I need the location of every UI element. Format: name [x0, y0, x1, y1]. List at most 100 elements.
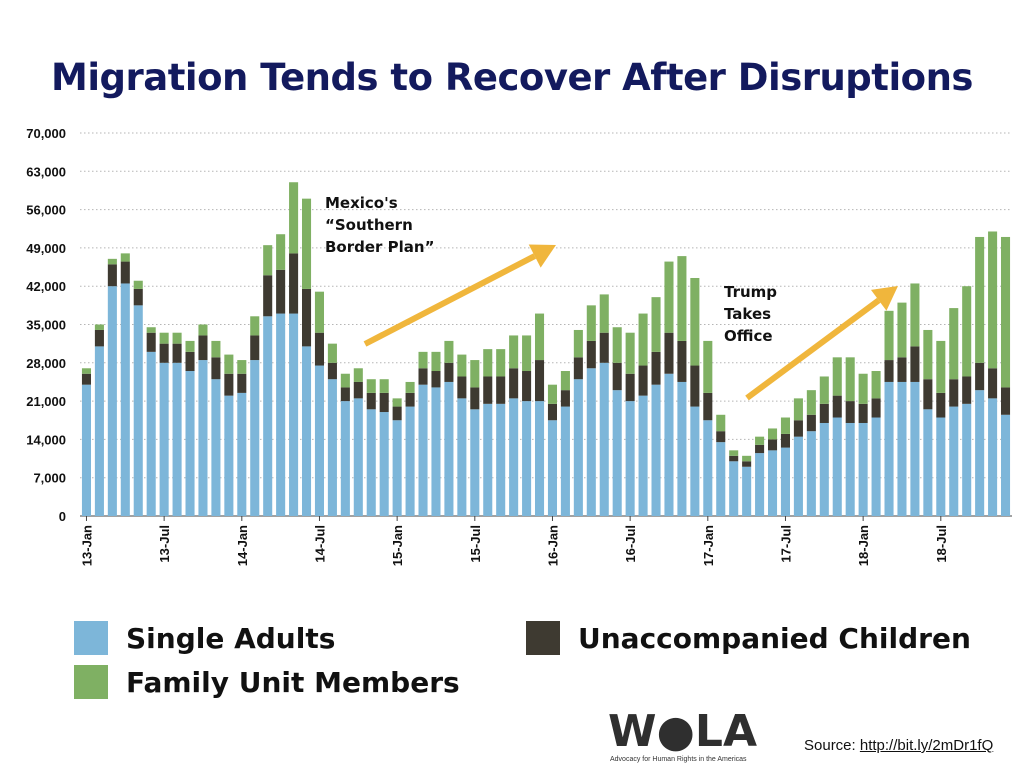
bar-single-adults: [276, 313, 286, 516]
annotation: Trump Takes Office: [724, 283, 777, 345]
bar-unaccompanied-children: [237, 373, 247, 393]
bar-single-adults: [327, 379, 337, 516]
wola-logo-subtitle: Advocacy for Human Rights in the America…: [610, 756, 747, 763]
bar-single-adults: [832, 417, 842, 516]
bar-family-units: [793, 398, 803, 421]
bar-family-units: [405, 381, 415, 393]
legend-swatch-unaccompanied-children: [526, 621, 560, 655]
bar-single-adults: [638, 395, 648, 516]
bar-unaccompanied-children: [379, 392, 389, 413]
bar-family-units: [949, 308, 959, 380]
bar-unaccompanied-children: [638, 365, 648, 396]
bar-unaccompanied-children: [198, 335, 208, 361]
y-tick-label: 56,000: [26, 203, 66, 218]
bar-family-units: [832, 357, 842, 396]
bar-family-units: [586, 305, 596, 341]
bar-family-units: [185, 340, 195, 352]
bar-single-adults: [237, 392, 247, 516]
bar-unaccompanied-children: [94, 329, 104, 347]
bar-single-adults: [716, 442, 726, 516]
bar-unaccompanied-children: [340, 387, 350, 402]
bar-single-adults: [263, 316, 273, 516]
bar-single-adults: [94, 346, 104, 516]
bar-unaccompanied-children: [431, 371, 441, 388]
bar-family-units: [599, 294, 609, 333]
bar-single-adults: [612, 390, 622, 516]
bar-single-adults: [522, 401, 532, 516]
bar-single-adults: [146, 351, 156, 516]
bar-family-units: [133, 280, 143, 289]
bar-unaccompanied-children: [81, 373, 92, 385]
bar-single-adults: [250, 360, 260, 516]
legend-single-adults: Single Adults: [74, 621, 335, 655]
bar-family-units: [716, 414, 726, 432]
wola-logo: W●LA Advocacy for Human Rights in the Am…: [608, 706, 757, 763]
bar-family-units: [677, 256, 687, 341]
source-note: Source: http://bit.ly/2mDr1fQ: [804, 737, 993, 754]
arrow-head: [870, 286, 898, 311]
bar-unaccompanied-children: [651, 351, 661, 385]
bar-single-adults: [353, 398, 363, 516]
bar-unaccompanied-children: [599, 332, 609, 363]
chart-title: Migration Tends to Recover After Disrupt…: [51, 56, 973, 99]
x-tick-label: 15-Jul: [468, 525, 483, 563]
bar-unaccompanied-children: [509, 368, 519, 399]
legend-unaccompanied-children: Unaccompanied Children: [526, 621, 971, 655]
bar-unaccompanied-children: [250, 335, 260, 361]
bar-unaccompanied-children: [780, 433, 791, 448]
bar-family-units: [897, 302, 907, 358]
bar-single-adults: [962, 403, 972, 516]
bar-family-units: [936, 340, 946, 393]
bar-single-adults: [211, 379, 221, 516]
bar-family-units: [211, 340, 221, 358]
bar-unaccompanied-children: [211, 357, 221, 380]
bar-family-units: [81, 368, 92, 374]
bar-single-adults: [897, 381, 907, 516]
bar-family-units: [444, 340, 454, 363]
bar-unaccompanied-children: [496, 376, 506, 404]
y-tick-label: 63,000: [26, 164, 66, 179]
bar-family-units: [547, 384, 558, 404]
bar-single-adults: [107, 286, 117, 516]
bar-unaccompanied-children: [263, 275, 273, 317]
source-link[interactable]: http://bit.ly/2mDr1fQ: [859, 737, 994, 754]
bar-family-units: [703, 340, 713, 393]
bar-family-units: [159, 332, 169, 344]
bar-single-adults: [703, 420, 713, 516]
legend-label-family-units: Family Unit Members: [126, 665, 460, 699]
y-tick-label: 0: [59, 509, 66, 524]
bar-unaccompanied-children: [677, 340, 687, 382]
annotation-line: Border Plan”: [325, 238, 434, 256]
bar-unaccompanied-children: [819, 403, 829, 423]
bar-unaccompanied-children: [742, 461, 752, 467]
bar-single-adults: [340, 401, 350, 516]
bar-single-adults: [431, 387, 441, 516]
bar-single-adults: [975, 390, 985, 516]
trend-arrows: [363, 244, 898, 401]
bar-unaccompanied-children: [366, 392, 376, 410]
bar-unaccompanied-children: [146, 332, 156, 352]
gridlines: [80, 132, 1012, 517]
bar-family-units: [975, 236, 985, 363]
stacked-bar-chart: 70,000 63,000 56,000 49,000 42,000 35,000 28,0…: [26, 126, 1012, 566]
bar-single-adults: [392, 420, 402, 516]
x-tick-label: 18-Jul: [934, 525, 949, 563]
bar-single-adults: [470, 409, 480, 516]
bar-single-adults: [936, 417, 946, 516]
bar-family-units: [431, 351, 441, 372]
bar-unaccompanied-children: [522, 371, 532, 402]
legend-label-unaccompanied-children: Unaccompanied Children: [578, 621, 971, 655]
bar-family-units: [301, 198, 312, 289]
x-tick-label: 14-Jan: [235, 525, 250, 566]
y-tick-label: 42,000: [26, 279, 66, 294]
bar-single-adults: [301, 346, 312, 516]
bar-unaccompanied-children: [1000, 387, 1011, 415]
bar-unaccompanied-children: [392, 406, 402, 421]
source-prefix: Source:: [804, 737, 860, 754]
bar-unaccompanied-children: [159, 343, 169, 363]
bar-family-units: [573, 329, 583, 358]
bar-single-adults: [871, 417, 881, 516]
bar-family-units: [638, 313, 648, 366]
bar-unaccompanied-children: [444, 362, 454, 382]
bar-single-adults: [742, 466, 752, 516]
